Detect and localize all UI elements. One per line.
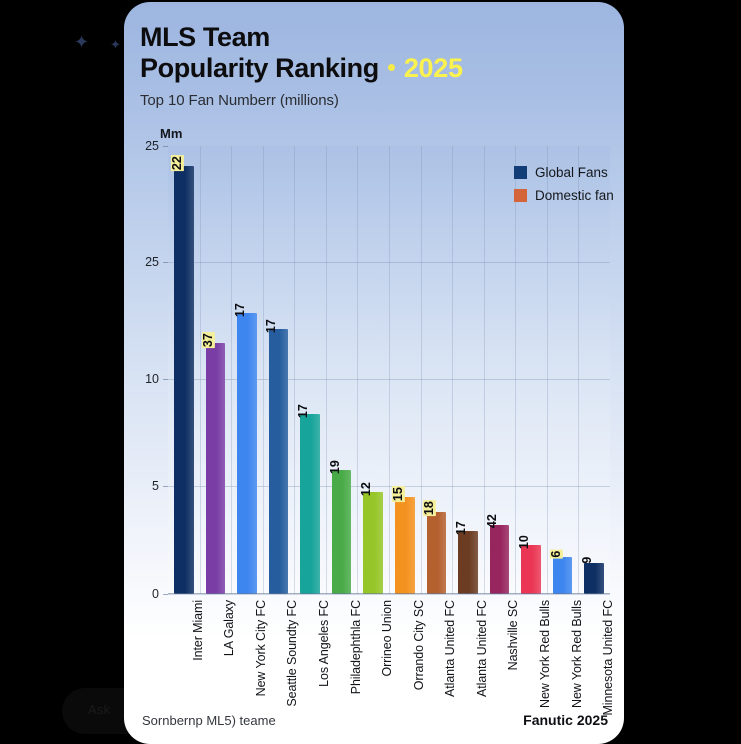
y-axis-tick-label: 10 [145,371,159,386]
bar: 17 Atlanta United FC [454,521,489,697]
sparkle-icon: ✦ [74,32,90,52]
bar-value-label: 17 [453,520,468,535]
gridline-vertical [452,146,454,594]
y-axis-tick-mark [163,146,168,147]
bar: 12 Orrineo Union [359,482,394,676]
y-axis-tick-label: 5 [152,479,159,494]
x-axis-label: New York City FC [253,600,268,697]
bar: 10 New York Red Bulls [517,535,552,708]
page-title-line-2: Popularity Ranking [140,52,379,83]
y-axis-tick-mark [163,378,168,380]
bar: 9 Minnesota United FC [580,557,615,716]
bar: 6 New York Red Bulls [549,549,584,708]
x-axis-baseline [168,592,610,594]
x-axis-label: Orrando City SC [411,600,426,691]
gridline-vertical [325,146,327,594]
gridline-vertical [483,146,485,594]
bar-value-label: 17 [232,302,247,317]
gridline-vertical [262,146,264,594]
x-axis-label: LA Galaxy [222,600,237,657]
x-axis-label: Atlanta United FC [443,600,458,697]
x-axis-label: Philadephthla FC [348,600,363,695]
bar-value-label: 19 [327,460,342,475]
bar: 18 Atlanta United FC [422,500,457,697]
bar-value-label: 42 [485,514,500,529]
gridline-vertical [199,146,201,594]
plot-area: 25 25 10 5 0 22 Inter Miami 37 LA Galaxy 17 New Y… [145,139,615,716]
gridline-vertical [578,146,580,594]
bar: 17 Seattle Soundty FC [264,319,299,707]
gridline-vertical [294,146,296,594]
legend-swatch-domestic-fan [514,189,527,202]
bar-value-label: 15 [390,486,405,503]
bar-value-label: 6 [548,549,563,559]
x-axis-label: Atlanta United FC [474,600,489,697]
gridline-horizontal [168,594,610,595]
brand-mark: Fanutic 2025 [523,712,608,728]
gridline-horizontal [168,378,610,380]
x-axis-label: Seattle Soundty FC [285,600,300,707]
chart-subtitle: Top 10 Fan Numberr (millions) [140,91,339,109]
x-axis-label: Inter Miami [190,600,205,661]
bar: 17 New York City FC [233,303,268,697]
chart-legend: Global Fans Domestic fan [514,165,614,211]
x-axis-label: Minnesota United FC [601,600,616,716]
y-axis-tick-mark [163,594,168,595]
bar: 15 Orrando City SC [391,486,426,690]
chart-footer: Sornbernp ML5) teame Fanutic 2025 [142,712,608,728]
bar-value-label: 10 [516,535,531,550]
legend-item-global-fans: Global Fans [514,165,614,180]
x-axis-label: Los Angeles FC [317,600,332,687]
y-axis-tick-label: 25 [145,139,159,153]
y-axis-tick-mark [163,486,168,488]
gridline-vertical [546,146,548,594]
legend-label: Global Fans [535,165,608,180]
bar-value-label: 9 [580,556,595,564]
bar-value-label: 22 [169,155,184,172]
gridline-horizontal [168,486,610,488]
y-axis-tick-label: 0 [152,587,159,601]
bullet-dot-icon [387,63,395,71]
x-axis-label: New York Red Bulls [538,600,553,708]
y-axis-tick-mark [163,262,168,264]
bar: 19 Philadephthla FC [328,460,363,694]
page-title-line-1: MLS Team [140,22,270,52]
gridline-vertical [231,146,233,594]
bar: 37 LA Galaxy [201,332,236,656]
bar-value-label: 17 [264,318,279,333]
legend-swatch-global-fans [514,166,527,179]
year-badge: 2025 [403,52,463,83]
gridline-vertical [389,146,390,594]
chart-card: MLS Team Popularity Ranking 2025 Top 10 … [124,2,624,744]
y-axis-tick-label: 25 [145,255,159,270]
gridline-vertical [357,146,359,594]
legend-label: Domestic fan [535,188,614,203]
bar-value-label: 18 [422,500,437,517]
bar-value-label: 12 [359,482,374,497]
source-note: Sornbernp ML5) teame [142,713,276,728]
bar-value-label: 37 [201,332,216,349]
x-axis-label: Orrineo Union [380,600,395,677]
gridline-vertical [420,146,422,594]
y-axis-unit-label: Mm [160,126,183,141]
x-axis-label: New York Red Bulls [569,600,584,708]
bar: 22 Inter Miami [170,155,205,661]
gridline-vertical [515,146,517,594]
x-axis-label: Nashville SC [506,600,521,671]
chart-header: MLS Team Popularity Ranking 2025 Top 10 … [140,22,610,109]
sparkle-icon: ✦ [110,37,121,52]
legend-item-domestic-fan: Domestic fan [514,188,614,203]
bar: 42 Nashville SC [485,515,520,671]
bar-value-label: 17 [295,404,310,419]
ask-label: Ask [88,702,111,717]
bar: 17 Los Angeles FC [296,404,331,686]
gridline-horizontal [168,262,610,264]
